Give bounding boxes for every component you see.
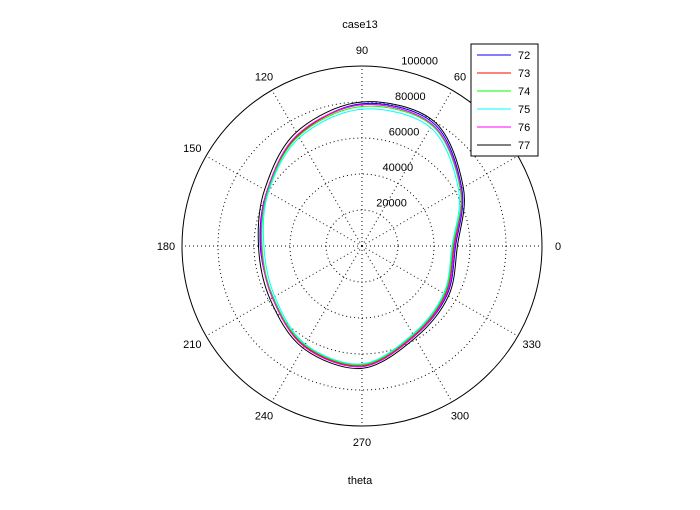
series-layer — [257, 101, 465, 370]
x-axis-label: theta — [348, 475, 373, 487]
series-line-75 — [262, 108, 460, 365]
r-tick-label-0: 20000 — [376, 198, 407, 210]
angle-tick-label-180: 180 — [157, 241, 175, 253]
legend-label-75: 75 — [518, 104, 530, 116]
angle-tick-label-240: 240 — [255, 411, 273, 423]
series-line-76 — [260, 103, 463, 368]
grid-layer — [181, 65, 543, 427]
angle-tick-label-330: 330 — [523, 339, 541, 351]
angle-tick-label-210: 210 — [183, 339, 201, 351]
r-tick-label-2: 60000 — [389, 127, 420, 139]
legend-label-76: 76 — [518, 122, 530, 134]
r-tick-label-1: 40000 — [383, 162, 414, 174]
legend-label-77: 77 — [518, 140, 530, 152]
angle-tick-label-60: 60 — [454, 71, 466, 83]
grid-spoke-11 — [361, 245, 519, 337]
series-line-77 — [257, 101, 465, 370]
series-line-74 — [261, 105, 462, 366]
chart-title: case13 — [342, 19, 377, 31]
angle-tick-label-120: 120 — [255, 71, 273, 83]
angle-tick-label-270: 270 — [353, 437, 371, 449]
angle-tick-label-150: 150 — [183, 143, 201, 155]
grid-spoke-10 — [361, 245, 453, 403]
grid-spoke-4 — [271, 89, 363, 247]
r-tick-label-4: 100000 — [401, 56, 438, 68]
legend: 72 73 74 75 76 77 — [470, 43, 539, 157]
label-layer: 2000040000600008000010000003060901201501… — [157, 45, 561, 449]
r-tick-label-3: 80000 — [395, 91, 426, 103]
legend-label-74: 74 — [518, 86, 530, 98]
angle-tick-label-90: 90 — [356, 45, 368, 57]
grid-spoke-5 — [205, 155, 363, 247]
legend-box — [470, 43, 539, 157]
angle-tick-label-300: 300 — [451, 411, 469, 423]
legend-label-73: 73 — [518, 68, 530, 80]
outer-circle — [181, 65, 543, 427]
legend-label-72: 72 — [518, 50, 530, 62]
angle-tick-label-0: 0 — [555, 241, 561, 253]
